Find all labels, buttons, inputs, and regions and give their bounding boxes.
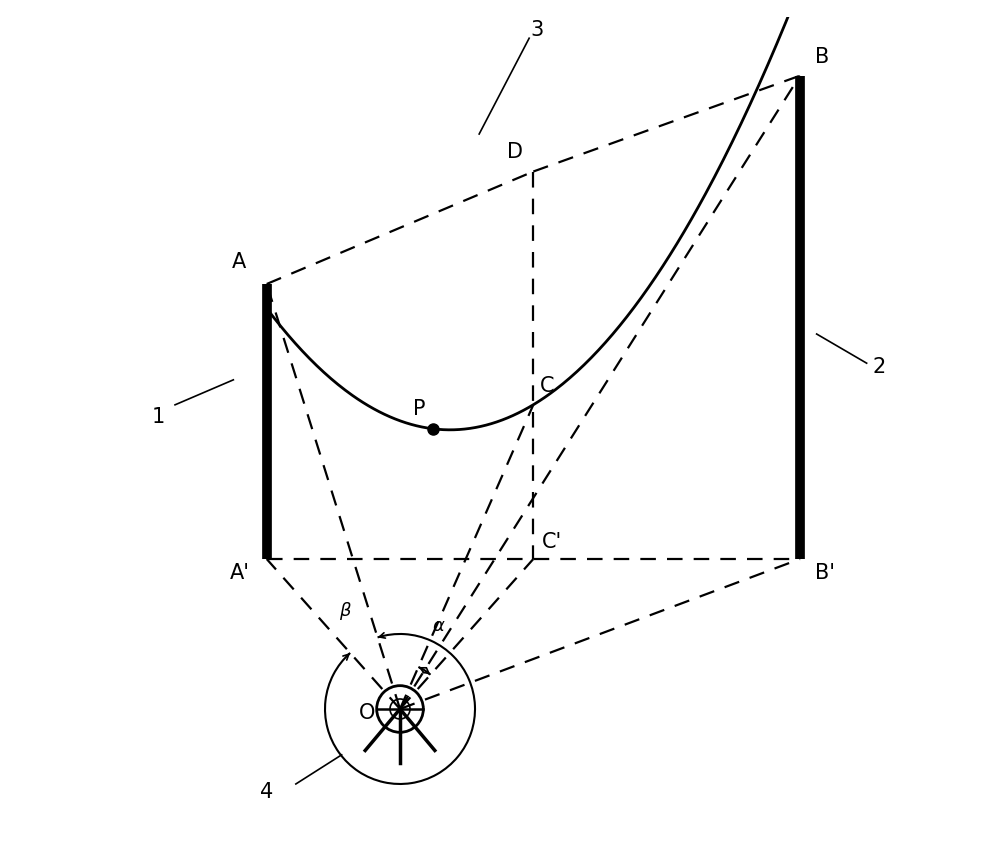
Text: α: α	[432, 616, 444, 635]
Text: 2: 2	[873, 358, 886, 378]
Text: 1: 1	[152, 407, 165, 427]
Text: β: β	[339, 602, 350, 620]
Text: A: A	[232, 252, 246, 272]
Text: 3: 3	[531, 20, 544, 40]
Text: B': B'	[815, 563, 835, 583]
Text: C': C'	[542, 532, 562, 552]
Text: D: D	[507, 141, 523, 161]
Text: 4: 4	[260, 782, 273, 802]
Text: O: O	[359, 703, 375, 723]
Text: P: P	[413, 398, 425, 419]
Text: A': A'	[230, 563, 250, 583]
Text: B: B	[815, 48, 829, 68]
Text: C: C	[540, 377, 554, 397]
